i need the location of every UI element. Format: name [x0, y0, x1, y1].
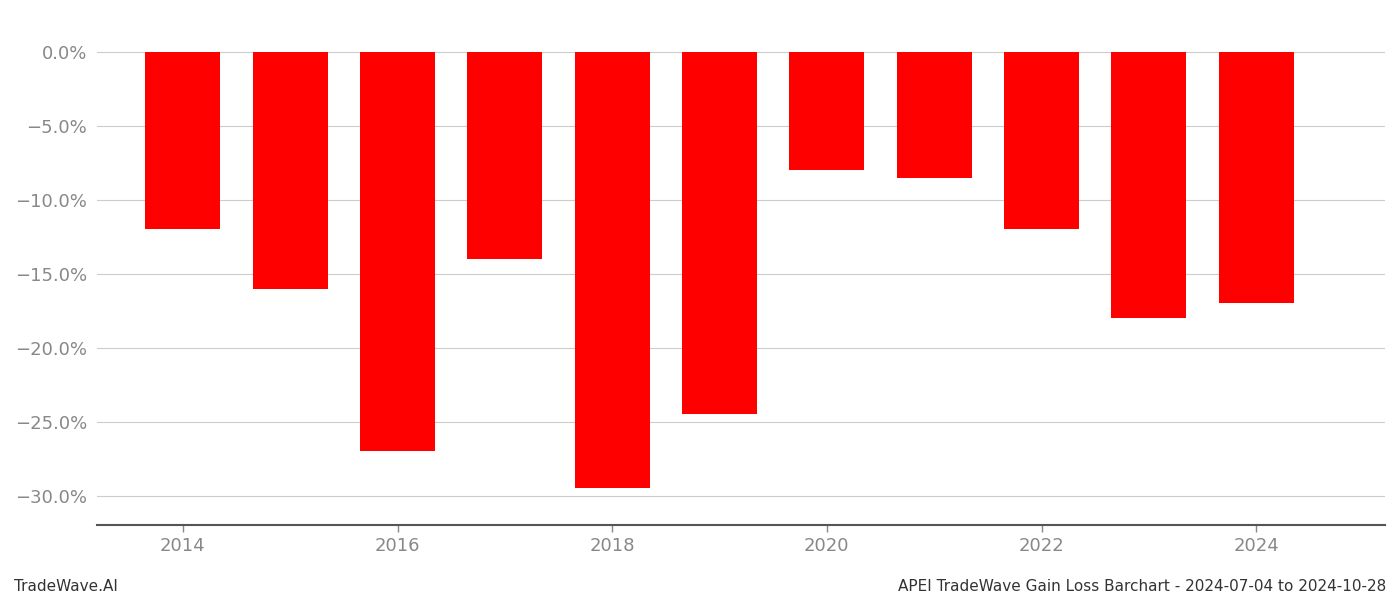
Text: APEI TradeWave Gain Loss Barchart - 2024-07-04 to 2024-10-28: APEI TradeWave Gain Loss Barchart - 2024… [897, 579, 1386, 594]
Bar [790, 52, 864, 170]
Bar [574, 52, 650, 488]
Bar [1112, 52, 1186, 318]
Bar [1004, 52, 1079, 229]
Bar [252, 52, 328, 289]
Bar [682, 52, 757, 414]
Bar [146, 52, 220, 229]
Bar [360, 52, 435, 451]
Bar [468, 52, 542, 259]
Text: TradeWave.AI: TradeWave.AI [14, 579, 118, 594]
Bar [896, 52, 972, 178]
Bar [1218, 52, 1294, 304]
